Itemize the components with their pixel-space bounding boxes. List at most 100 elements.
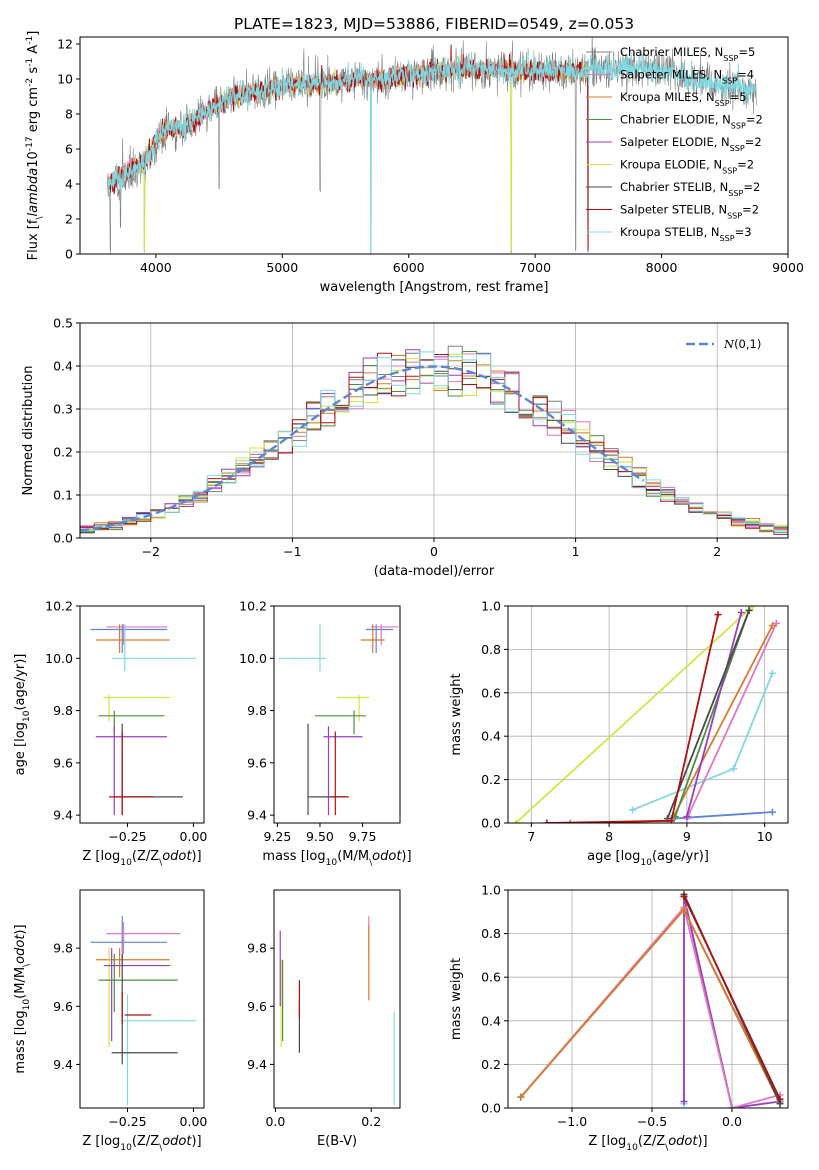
- y-tick-label: 10: [57, 72, 73, 87]
- y-tick-label: 0: [65, 247, 73, 262]
- series-line: [667, 808, 776, 823]
- gaussian-curve: [80, 365, 645, 532]
- y-tick-label: 0.8: [481, 926, 501, 941]
- y-tick-label: 0.0: [53, 531, 73, 546]
- errorbar-point: [111, 953, 178, 1065]
- errorbar-point: [371, 624, 399, 646]
- mass_vs_EBV-frame: [273, 889, 401, 1109]
- mass_vs_EBV-xlabel: E(B-V): [317, 1134, 357, 1149]
- y-tick-label: 10.0: [45, 651, 73, 666]
- y-tick-label: 0.6: [481, 970, 501, 985]
- x-tick-label: 7000: [519, 260, 551, 275]
- errorbar-point: [114, 723, 183, 816]
- y-tick-label: 9.6: [53, 755, 73, 770]
- series-marker: [680, 906, 688, 914]
- series-marker: [730, 765, 738, 773]
- mass_vs_Z-xlabel: Z [log10(Z/Z\odot)]: [82, 1134, 201, 1153]
- histogram-steps: [80, 345, 788, 535]
- spectrum-ylabel: Flux [f\lambda10-17 erg cm-2 s-1 A-1]: [25, 31, 45, 261]
- series-marker: [714, 611, 722, 619]
- x-tick-label: 6000: [393, 260, 425, 275]
- y-tick-label: 0.2: [481, 1057, 501, 1072]
- errorbar-point: [95, 624, 170, 654]
- age_vs_Z-xlabel: Z [log10(Z/Z\odot)]: [82, 849, 201, 868]
- legend-label: Chabrier MILES, NSSP=5: [620, 45, 755, 63]
- errorbar-point: [106, 921, 181, 954]
- legend-label: Kroupa STELIB, NSSP=3: [620, 225, 752, 243]
- y-tick-label: 0.4: [481, 729, 501, 744]
- x-tick-label: −1: [283, 544, 301, 559]
- spectrum-axes: 4000 5000 6000 7000 8000 9000 0 2 4 6 8 10 12 wavelen…: [25, 31, 804, 295]
- x-tick-label: 9.75: [349, 829, 377, 844]
- y-tick-label: 9.6: [247, 999, 267, 1014]
- series-marker: [768, 669, 776, 677]
- series-line: [628, 669, 776, 814]
- x-tick-label: 0.00: [180, 1114, 208, 1129]
- legend-label: N(0,1): [723, 337, 761, 351]
- series-line: [680, 893, 784, 1103]
- x-tick-label: 1: [572, 544, 580, 559]
- errorbar-point: [279, 624, 327, 672]
- spectrum-series-kroupa-stelib: [107, 49, 757, 254]
- legend-label: Kroupa MILES, NSSP=5: [620, 90, 747, 108]
- errorbar-point: [111, 624, 197, 672]
- series-marker: [543, 819, 551, 823]
- age_vs_Z-ylabel: age [log10(age/yr)]: [13, 654, 32, 776]
- residuals-frame: [79, 322, 789, 539]
- errorbar-point: [90, 624, 168, 654]
- series-marker: [768, 622, 776, 630]
- age_vs_mass-frame: [273, 605, 401, 824]
- errorbar-point: [98, 710, 165, 735]
- errorbar-point: [109, 731, 154, 816]
- y-tick-label: 6: [65, 142, 73, 157]
- series-line: [543, 611, 722, 823]
- massweight_vs_Z-frame: [507, 889, 789, 1109]
- series-marker: [517, 1093, 525, 1101]
- errorbar-point: [98, 953, 178, 1013]
- y-tick-label: 10.0: [239, 651, 267, 666]
- y-tick-label: 0.4: [481, 1013, 501, 1028]
- series-marker: [680, 1097, 688, 1105]
- series-line: [683, 609, 745, 820]
- figure-title: PLATE=1823, MJD=53886, FIBERID=0549, z=0…: [234, 15, 634, 33]
- x-tick-label: 8: [605, 829, 613, 844]
- age_vs_mass-axes: 9.25 9.50 9.75 9.4 9.6 9.8 10.0 10.2 mass [log10…: [239, 599, 411, 869]
- y-tick-label: 1.0: [481, 599, 501, 614]
- spectrum-legend: Chabrier MILES, NSSP=5 Salpeter MILES, NS…: [586, 45, 763, 243]
- series-line: [517, 903, 784, 1108]
- series-marker: [776, 1095, 784, 1103]
- series-path: [683, 896, 781, 1108]
- x-tick-label: 0.2: [361, 1114, 381, 1129]
- age_vs_Z-points: [90, 624, 197, 816]
- residuals-xlabel: (data-model)/error: [374, 564, 495, 579]
- legend-label: Salpeter STELIB, NSSP=2: [620, 203, 759, 221]
- errorbar-point: [307, 723, 346, 816]
- x-tick-label: 0: [430, 544, 438, 559]
- spectrum-lines: [107, 37, 757, 254]
- series-marker: [768, 808, 776, 816]
- x-tick-label: 9: [683, 829, 691, 844]
- series-line: [517, 906, 784, 1105]
- x-tick-label: −0.25: [108, 1114, 146, 1129]
- y-tick-label: 0.3: [53, 402, 73, 417]
- spectrum-frame: [79, 36, 789, 255]
- errorbar-point: [95, 948, 170, 978]
- series-path: [666, 609, 750, 820]
- series-line: [517, 906, 784, 1108]
- y-tick-label: 4: [65, 177, 73, 192]
- series-path: [515, 606, 754, 823]
- massweight_vs_Z-ylabel: mass weight: [449, 958, 464, 1040]
- series-marker: [680, 893, 688, 901]
- age_vs_mass-points: [279, 624, 399, 816]
- y-tick-label: 9.6: [247, 755, 267, 770]
- y-tick-label: 9.4: [53, 808, 73, 823]
- mass_vs_Z-ylabel: mass [log10(M/M\odot)]: [13, 924, 32, 1073]
- x-tick-label: 0.00: [180, 829, 208, 844]
- y-tick-label: 9.4: [247, 808, 267, 823]
- series-line: [512, 606, 757, 823]
- series-marker: [512, 819, 520, 823]
- errorbar-point: [103, 948, 170, 1042]
- x-tick-label: 5000: [266, 260, 298, 275]
- y-tick-label: 0.1: [53, 488, 73, 503]
